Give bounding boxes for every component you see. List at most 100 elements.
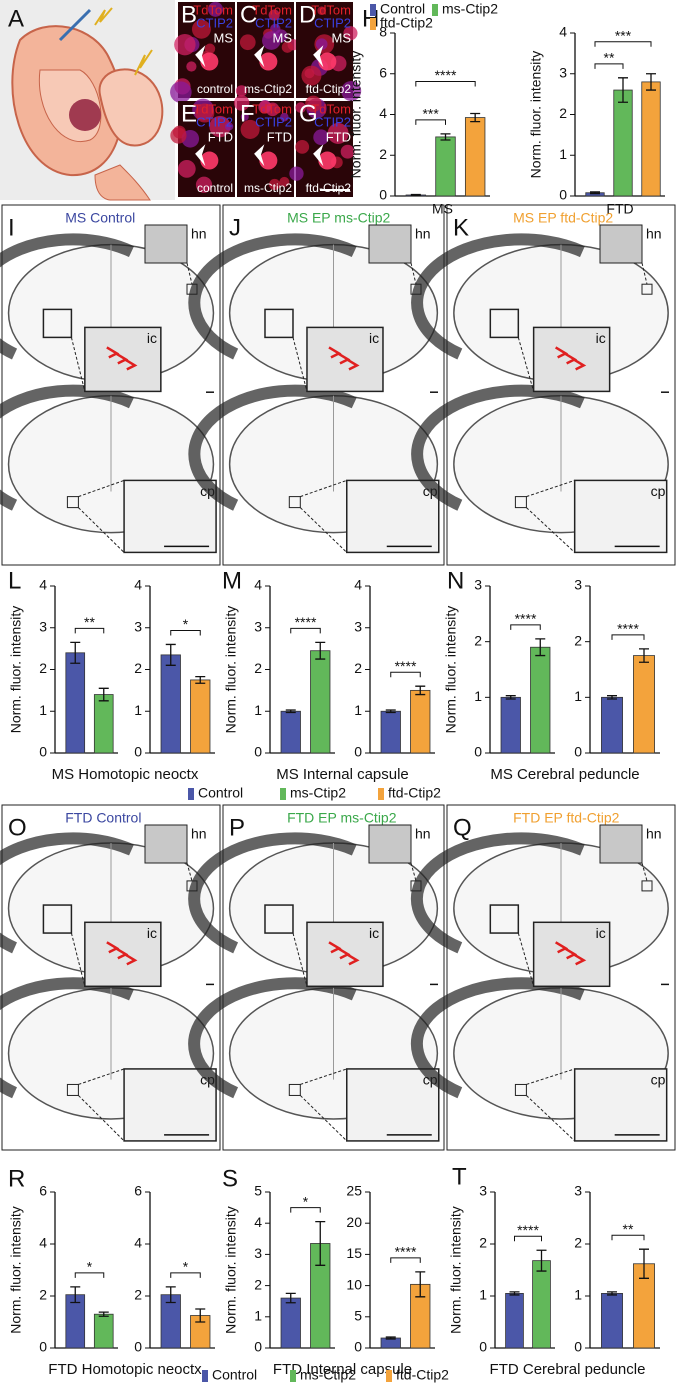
inset-box: [288, 1083, 301, 1096]
y-tick-label: 10: [346, 1276, 362, 1292]
arrow: [346, 953, 360, 966]
y-tick-label: 1: [479, 1287, 487, 1303]
y-tick-label: 4: [379, 105, 387, 121]
panel-letter: P: [229, 814, 245, 841]
inset: [144, 224, 188, 264]
inset-label: hn: [191, 826, 207, 842]
panel-letter: O: [8, 814, 27, 841]
y-tick-label: 1: [254, 702, 262, 718]
inset-label: hn: [646, 826, 662, 842]
cell: [281, 41, 294, 53]
y-tick-label: 2: [254, 660, 262, 676]
arrowhead: [313, 45, 324, 68]
error-bar: [165, 643, 176, 666]
error-bar: [607, 695, 617, 700]
panel-letter: R: [8, 1165, 25, 1192]
y-tick-label: 0: [254, 744, 262, 760]
bar: [190, 679, 211, 754]
bar: [500, 696, 521, 754]
y-tick-label: 0: [39, 1339, 47, 1355]
legend-swatch: [202, 1370, 208, 1382]
bar: [380, 710, 401, 754]
inset: [573, 1068, 668, 1142]
error-bar: [440, 133, 451, 141]
y-tick-label: 3: [559, 64, 567, 80]
y-tick-label: 4: [39, 1235, 47, 1251]
inset-box: [264, 904, 294, 934]
stain-label: CTIP2: [196, 15, 233, 30]
bar: [641, 81, 661, 197]
significance-label: **: [623, 1221, 634, 1237]
y-tick-label: 2: [479, 1235, 487, 1251]
sample-label: control: [197, 82, 233, 96]
bar: [280, 710, 301, 754]
y-tick-label: 2: [574, 1235, 582, 1251]
bar: [93, 1313, 114, 1349]
arrowhead: [195, 45, 206, 68]
y-tick-label: 5: [254, 1183, 262, 1199]
y-tick-label: 3: [354, 618, 362, 634]
cell: [170, 127, 187, 144]
legend-swatch: [378, 788, 384, 800]
chart-caption: MS Cerebral peduncle: [490, 766, 639, 783]
y-tick-label: 3: [254, 1245, 262, 1261]
pipette: [58, 8, 92, 42]
bar: [613, 89, 633, 197]
y-tick-label: 4: [134, 1235, 142, 1251]
y-tick-label: 0: [574, 1339, 582, 1355]
leader: [526, 479, 575, 498]
y-tick-label: 4: [354, 577, 362, 593]
y-tick-label: 1: [354, 702, 362, 718]
significance-label: ****: [295, 614, 317, 630]
cell: [340, 144, 355, 159]
error-bar: [70, 1286, 81, 1304]
inset-box: [66, 496, 79, 509]
bar: [435, 136, 456, 197]
error-bar: [590, 191, 600, 195]
inset: [368, 824, 412, 864]
bar: [601, 1293, 623, 1349]
error-bar: [618, 77, 628, 103]
y-axis-label: Norm. fluor. intensity: [8, 1206, 24, 1334]
group-label: FTD: [326, 129, 351, 144]
inset-box: [42, 308, 73, 339]
bar: [601, 696, 623, 754]
inset-label: ic: [596, 925, 606, 941]
chart-caption: MS Internal capsule: [276, 766, 409, 783]
bar: [530, 646, 551, 754]
legend-swatch: [386, 1370, 392, 1382]
significance-bracket: [415, 119, 446, 125]
inset-box: [42, 904, 73, 934]
panel-letter: S: [222, 1165, 238, 1192]
y-tick-label: 0: [134, 744, 142, 760]
cell: [269, 178, 281, 191]
cell: [341, 80, 362, 102]
cell: [239, 34, 256, 51]
panel-title: MS Control: [65, 210, 135, 226]
inset: [532, 921, 611, 988]
inset-label: hn: [646, 226, 662, 242]
leader: [292, 932, 308, 987]
y-tick-label: 2: [134, 1287, 142, 1303]
cell: [204, 43, 216, 55]
cell: [170, 81, 192, 103]
cell: [301, 65, 322, 86]
y-tick-label: 0: [559, 187, 567, 203]
y-tick-label: 1: [134, 702, 142, 718]
sample-label: ftd-Ctip2: [306, 181, 352, 195]
inset-box: [264, 308, 294, 339]
legend-label: Control: [212, 1367, 257, 1383]
error-bar: [415, 1271, 426, 1298]
significance-label: ****: [517, 1222, 539, 1238]
cortex-label: [0, 832, 134, 954]
error-bar: [505, 695, 516, 700]
inset-label: ic: [147, 925, 157, 941]
group-label: MS: [273, 30, 293, 45]
inset-box: [288, 496, 301, 509]
y-tick-label: 15: [346, 1245, 362, 1261]
y-axis-label: Norm. fluor. intensity: [348, 51, 364, 179]
cell: [207, 1, 223, 17]
chart-caption: FTD Cerebral peduncle: [490, 1361, 646, 1378]
bar: [93, 694, 114, 754]
